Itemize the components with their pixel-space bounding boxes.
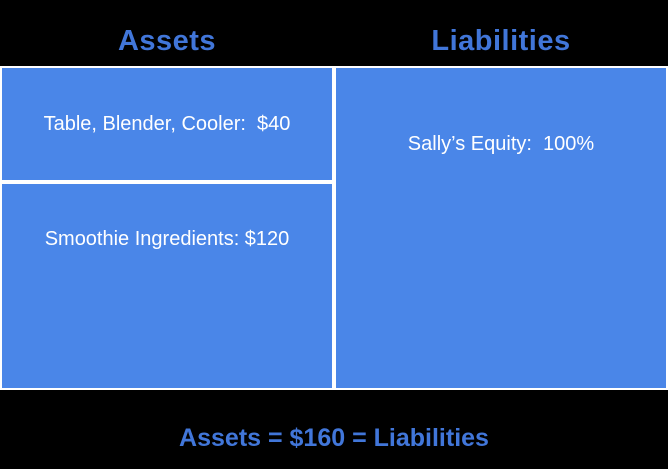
equity-label: Sally’s Equity: 100% [407,133,595,155]
asset-box-ingredients: Smoothie Ingredients: $120 [0,182,334,390]
balance-equation: Assets = $160 = Liabilities [179,424,489,452]
assets-column-heading: Assets [117,25,217,57]
asset-box-equipment: Table, Blender, Cooler: $40 [0,66,334,182]
liabilities-column-heading: Liabilities [431,25,571,57]
liability-box-equity: Sally’s Equity: 100% [334,66,668,390]
asset-equipment-label: Table, Blender, Cooler: $40 [43,113,291,135]
asset-ingredients-label: Smoothie Ingredients: $120 [44,228,290,250]
